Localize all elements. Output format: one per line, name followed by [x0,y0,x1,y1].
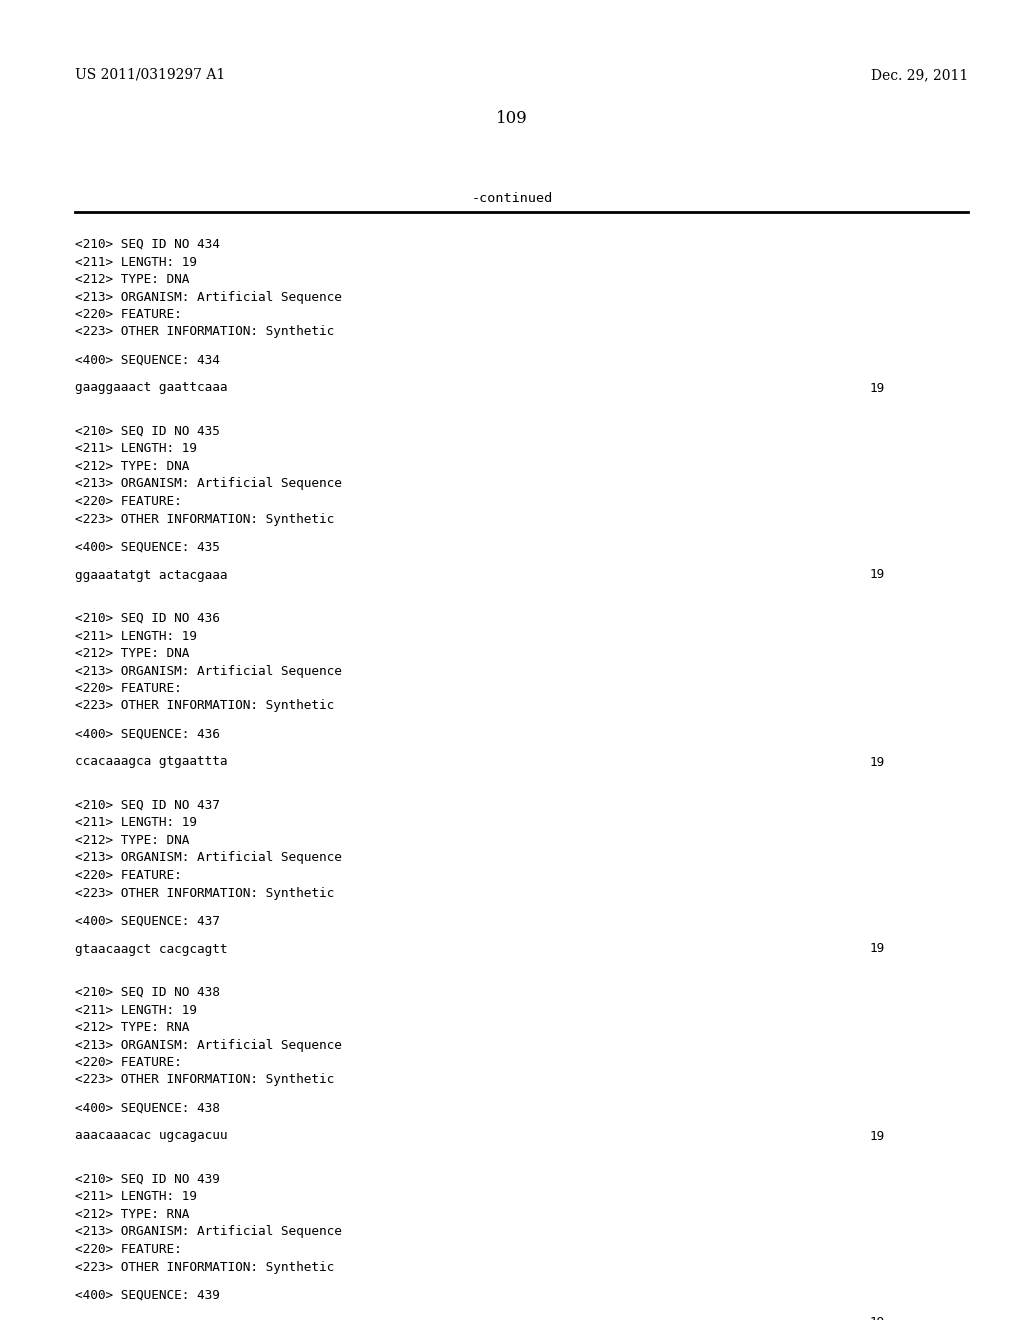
Text: <211> LENGTH: 19: <211> LENGTH: 19 [75,817,197,829]
Text: gtaacaagct cacgcagtt: gtaacaagct cacgcagtt [75,942,227,956]
Text: <220> FEATURE:: <220> FEATURE: [75,682,181,696]
Text: <212> TYPE: DNA: <212> TYPE: DNA [75,834,189,847]
Text: <210> SEQ ID NO 435: <210> SEQ ID NO 435 [75,425,220,438]
Text: <210> SEQ ID NO 437: <210> SEQ ID NO 437 [75,799,220,812]
Text: <211> LENGTH: 19: <211> LENGTH: 19 [75,1003,197,1016]
Text: <223> OTHER INFORMATION: Synthetic: <223> OTHER INFORMATION: Synthetic [75,512,334,525]
Text: <210> SEQ ID NO 436: <210> SEQ ID NO 436 [75,612,220,624]
Text: <213> ORGANISM: Artificial Sequence: <213> ORGANISM: Artificial Sequence [75,851,342,865]
Text: <212> TYPE: DNA: <212> TYPE: DNA [75,273,189,286]
Text: <212> TYPE: DNA: <212> TYPE: DNA [75,647,189,660]
Text: <211> LENGTH: 19: <211> LENGTH: 19 [75,442,197,455]
Text: 19: 19 [870,1130,886,1143]
Text: <220> FEATURE:: <220> FEATURE: [75,1243,181,1257]
Text: <220> FEATURE:: <220> FEATURE: [75,308,181,321]
Text: <400> SEQUENCE: 438: <400> SEQUENCE: 438 [75,1101,220,1114]
Text: <223> OTHER INFORMATION: Synthetic: <223> OTHER INFORMATION: Synthetic [75,1261,334,1274]
Text: aaacacacau ccuggaagu: aaacacacau ccuggaagu [75,1316,227,1320]
Text: <213> ORGANISM: Artificial Sequence: <213> ORGANISM: Artificial Sequence [75,664,342,677]
Text: <213> ORGANISM: Artificial Sequence: <213> ORGANISM: Artificial Sequence [75,1039,342,1052]
Text: 19: 19 [870,569,886,582]
Text: <213> ORGANISM: Artificial Sequence: <213> ORGANISM: Artificial Sequence [75,1225,342,1238]
Text: gaaggaaact gaattcaaa: gaaggaaact gaattcaaa [75,381,227,395]
Text: 19: 19 [870,1316,886,1320]
Text: <210> SEQ ID NO 434: <210> SEQ ID NO 434 [75,238,220,251]
Text: -continued: -continued [471,191,553,205]
Text: aaacaaacac ugcagacuu: aaacaaacac ugcagacuu [75,1130,227,1143]
Text: <220> FEATURE:: <220> FEATURE: [75,1056,181,1069]
Text: <212> TYPE: RNA: <212> TYPE: RNA [75,1208,189,1221]
Text: <211> LENGTH: 19: <211> LENGTH: 19 [75,630,197,643]
Text: 19: 19 [870,942,886,956]
Text: <210> SEQ ID NO 439: <210> SEQ ID NO 439 [75,1173,220,1185]
Text: 19: 19 [870,755,886,768]
Text: Dec. 29, 2011: Dec. 29, 2011 [870,69,968,82]
Text: <400> SEQUENCE: 435: <400> SEQUENCE: 435 [75,540,220,553]
Text: <211> LENGTH: 19: <211> LENGTH: 19 [75,256,197,268]
Text: <220> FEATURE:: <220> FEATURE: [75,495,181,508]
Text: <220> FEATURE:: <220> FEATURE: [75,869,181,882]
Text: ccacaaagca gtgaattta: ccacaaagca gtgaattta [75,755,227,768]
Text: 109: 109 [496,110,528,127]
Text: <223> OTHER INFORMATION: Synthetic: <223> OTHER INFORMATION: Synthetic [75,700,334,713]
Text: <213> ORGANISM: Artificial Sequence: <213> ORGANISM: Artificial Sequence [75,290,342,304]
Text: <210> SEQ ID NO 438: <210> SEQ ID NO 438 [75,986,220,999]
Text: <212> TYPE: DNA: <212> TYPE: DNA [75,459,189,473]
Text: <223> OTHER INFORMATION: Synthetic: <223> OTHER INFORMATION: Synthetic [75,1073,334,1086]
Text: <400> SEQUENCE: 437: <400> SEQUENCE: 437 [75,915,220,928]
Text: <213> ORGANISM: Artificial Sequence: <213> ORGANISM: Artificial Sequence [75,478,342,491]
Text: 19: 19 [870,381,886,395]
Text: US 2011/0319297 A1: US 2011/0319297 A1 [75,69,225,82]
Text: ggaaatatgt actacgaaa: ggaaatatgt actacgaaa [75,569,227,582]
Text: <400> SEQUENCE: 439: <400> SEQUENCE: 439 [75,1288,220,1302]
Text: <400> SEQUENCE: 436: <400> SEQUENCE: 436 [75,727,220,741]
Text: <223> OTHER INFORMATION: Synthetic: <223> OTHER INFORMATION: Synthetic [75,326,334,338]
Text: <211> LENGTH: 19: <211> LENGTH: 19 [75,1191,197,1204]
Text: <400> SEQUENCE: 434: <400> SEQUENCE: 434 [75,354,220,367]
Text: <212> TYPE: RNA: <212> TYPE: RNA [75,1020,189,1034]
Text: <223> OTHER INFORMATION: Synthetic: <223> OTHER INFORMATION: Synthetic [75,887,334,899]
